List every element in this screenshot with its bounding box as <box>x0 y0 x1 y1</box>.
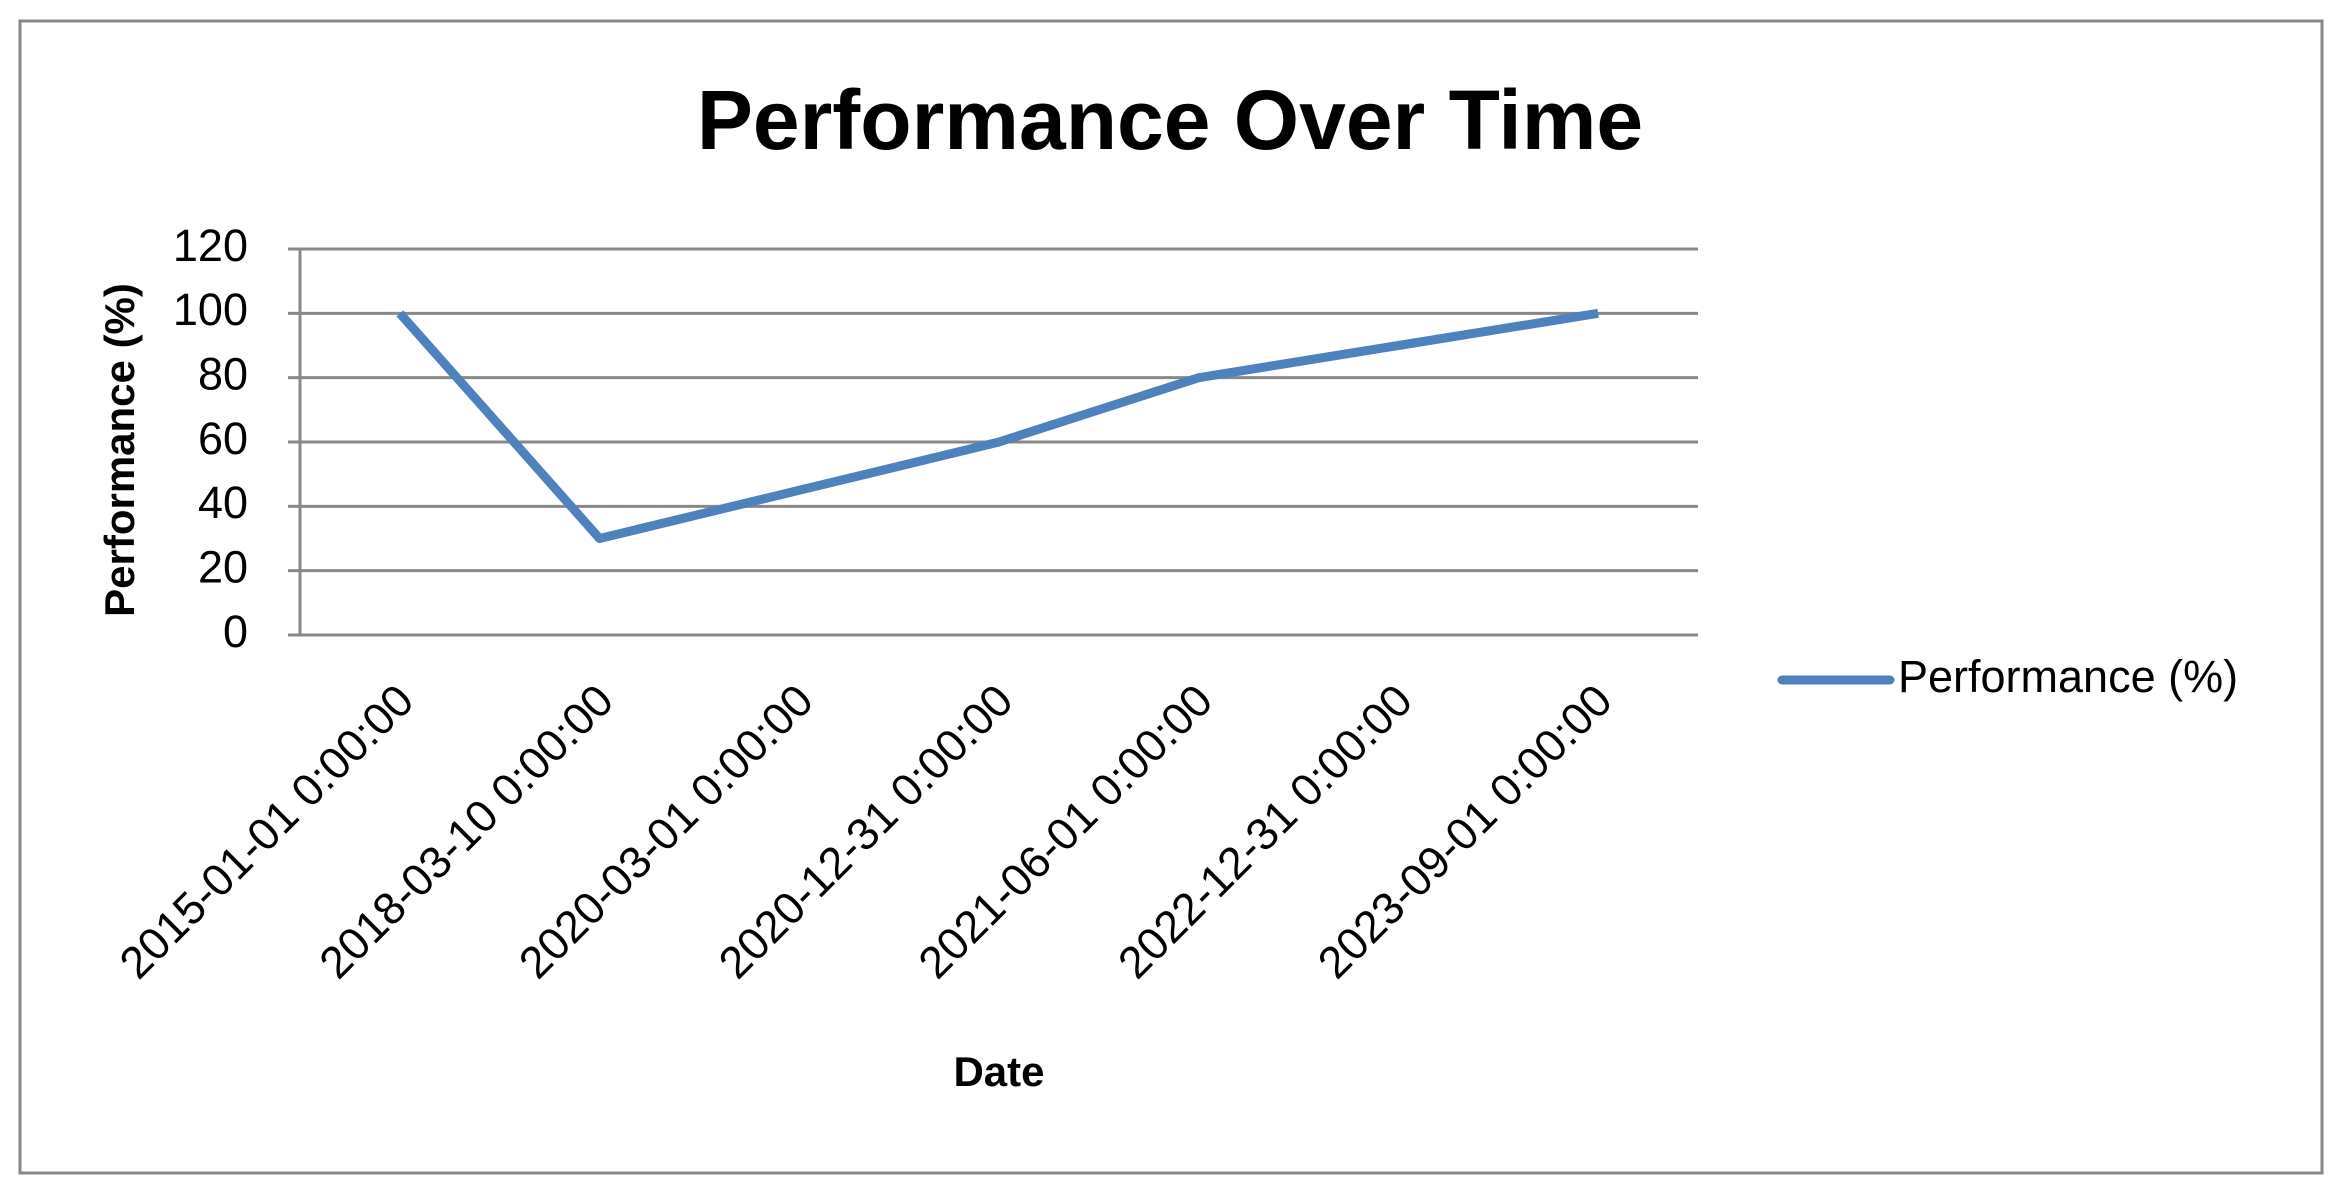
legend-label: Performance (%) <box>1898 651 2238 702</box>
y-tick-label: 120 <box>173 220 248 271</box>
y-tick-label: 20 <box>198 542 248 593</box>
y-tick-label: 100 <box>173 284 248 335</box>
y-tick-label: 80 <box>198 349 248 400</box>
x-axis-title: Date <box>953 1048 1044 1095</box>
y-axis-title: Performance (%) <box>96 283 143 617</box>
chart-border <box>18 19 2324 1175</box>
chart-title: Performance Over Time <box>697 73 1643 167</box>
y-tick-label: 40 <box>198 477 248 528</box>
y-tick-label: 0 <box>223 606 248 657</box>
y-tick-label: 60 <box>198 413 248 464</box>
data-line <box>396 308 1599 543</box>
